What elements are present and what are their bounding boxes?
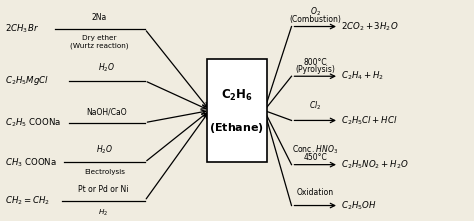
Text: $C_2H_4 + H_2$: $C_2H_4 + H_2$ [341,70,384,82]
Text: $\mathbf{(Ethane)}$: $\mathbf{(Ethane)}$ [210,121,264,135]
Text: $2CO_2 + 3H_2O$: $2CO_2 + 3H_2O$ [341,20,399,33]
Text: $H_2O$: $H_2O$ [98,61,115,74]
Text: $C_2H_5NO_2 + H_2O$: $C_2H_5NO_2 + H_2O$ [341,158,409,171]
Text: $C_2H_5MgCl$: $C_2H_5MgCl$ [5,74,49,87]
Text: $Cl_2$: $Cl_2$ [309,99,321,112]
Text: 800°C: 800°C [303,58,327,67]
Text: Conc. $HNO_3$: Conc. $HNO_3$ [292,143,338,156]
Text: $C_2H_5$ COONa: $C_2H_5$ COONa [5,116,61,129]
Text: (Combustion): (Combustion) [289,15,341,24]
Text: Dry ether
(Wurtz reaction): Dry ether (Wurtz reaction) [70,35,129,49]
Text: $2CH_3Br$: $2CH_3Br$ [5,23,39,35]
Text: $O_2$: $O_2$ [310,5,320,18]
Text: $H_2O$: $H_2O$ [96,143,113,156]
Text: 450°C: 450°C [303,153,327,162]
Text: (Pyrolysis): (Pyrolysis) [295,65,335,74]
Text: Oxidation: Oxidation [297,188,334,197]
Text: Electrolysis: Electrolysis [84,169,125,175]
Text: Pt or Pd or Ni: Pt or Pd or Ni [78,185,128,194]
FancyBboxPatch shape [207,59,266,162]
Text: $C_2H_5OH$: $C_2H_5OH$ [341,199,377,212]
Text: $H_2$: $H_2$ [98,208,108,218]
Text: NaOH/CaO: NaOH/CaO [86,107,127,116]
Text: 2Na: 2Na [92,13,107,22]
Text: $C_2H_5Cl + HCl$: $C_2H_5Cl + HCl$ [341,114,398,127]
Text: $CH_3$ COONa: $CH_3$ COONa [5,156,56,169]
Text: $CH_2{=}CH_2$: $CH_2{=}CH_2$ [5,195,50,207]
Text: $\mathbf{C_2H_6}$: $\mathbf{C_2H_6}$ [221,88,253,103]
